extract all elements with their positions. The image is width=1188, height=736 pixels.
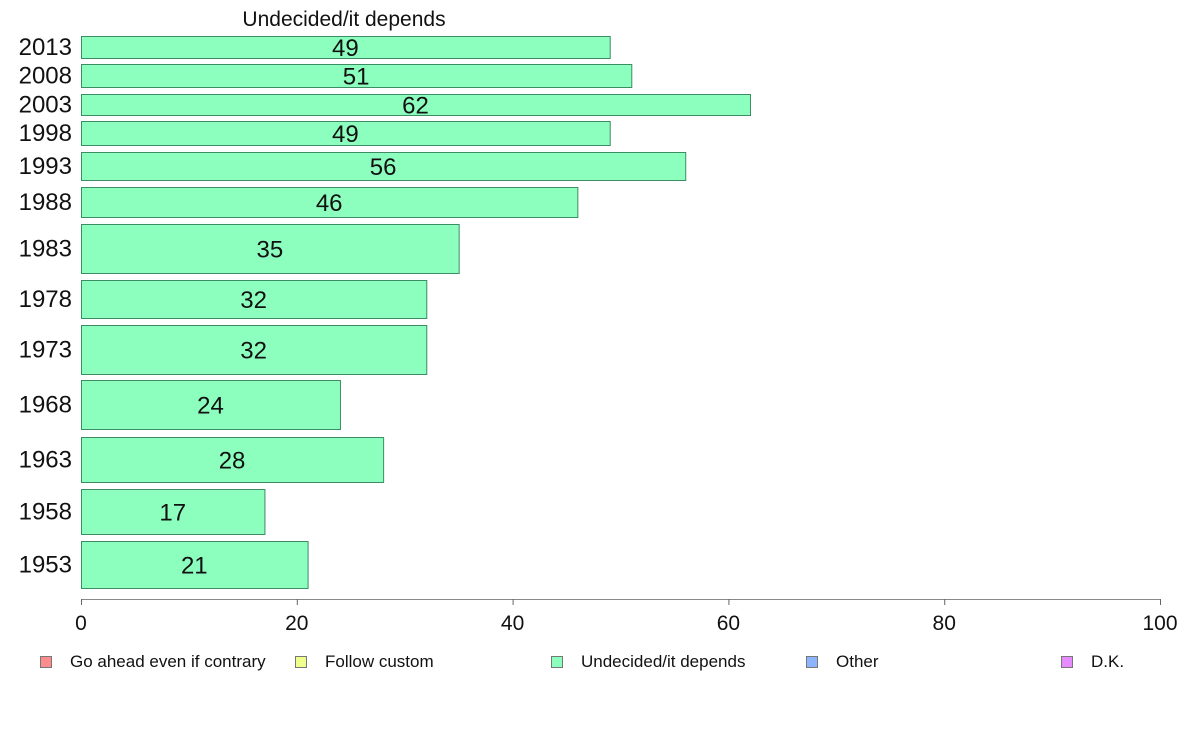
bar-2003 <box>81 94 751 116</box>
legend-swatch-dk <box>1061 656 1073 668</box>
data-label-1988: 46 <box>316 190 343 217</box>
category-label-2013: 2013 <box>19 34 72 61</box>
category-label-1998: 1998 <box>19 120 72 147</box>
bar-1953 <box>81 541 309 589</box>
data-label-1968: 24 <box>197 393 224 420</box>
x-tick-label-80: 80 <box>933 612 956 635</box>
legend-label-other: Other <box>836 652 879 671</box>
bar-2008 <box>81 64 633 88</box>
category-label-1988: 1988 <box>19 189 72 216</box>
category-label-1968: 1968 <box>19 392 72 419</box>
bar-1988 <box>81 187 579 218</box>
data-label-1953: 21 <box>181 553 208 580</box>
bar-1968 <box>81 380 341 430</box>
category-label-1993: 1993 <box>19 153 72 180</box>
legend-swatch-other <box>806 656 818 668</box>
legend-label-go-ahead: Go ahead even if contrary <box>70 652 266 671</box>
legend-item-follow-custom: Follow custom <box>295 652 434 672</box>
x-tick-label-60: 60 <box>717 612 740 635</box>
bars-layer: 2013 49 2008 51 2003 62 1998 49 1993 56 1988 46 1983… <box>19 34 751 589</box>
x-tick-label-20: 20 <box>285 612 308 635</box>
bar-1993 <box>81 152 687 181</box>
legend-swatch-follow-custom <box>295 656 307 668</box>
bar-2013 <box>81 36 611 59</box>
legend-swatch-go-ahead <box>40 656 52 668</box>
bar-1983 <box>81 224 460 274</box>
legend-label-dk: D.K. <box>1091 652 1125 671</box>
x-tick-label-0: 0 <box>75 612 87 635</box>
data-label-1963: 28 <box>219 448 246 475</box>
legend-label-undecided: Undecided/it depends <box>581 652 746 671</box>
category-label-2003: 2003 <box>19 92 72 119</box>
legend-item-undecided: Undecided/it depends <box>551 652 745 672</box>
bar-1963 <box>81 437 385 483</box>
data-label-1993: 56 <box>370 154 397 181</box>
legend-item-dk: D.K. <box>1061 652 1124 672</box>
bar-1973 <box>81 325 428 375</box>
legend-swatch-undecided <box>551 656 563 668</box>
data-label-1998: 49 <box>332 121 359 148</box>
legend: Go ahead even if contrary Follow custom … <box>0 652 1188 676</box>
bar-chart: Undecided/it depends 2013 49 2008 51 2003 62 1… <box>19 8 1178 635</box>
category-label-1973: 1973 <box>19 337 72 364</box>
chart-title: Undecided/it depends <box>242 8 445 31</box>
x-tick-label-100: 100 <box>1142 612 1177 635</box>
category-label-1953: 1953 <box>19 552 72 579</box>
category-label-1963: 1963 <box>19 447 72 474</box>
category-label-1958: 1958 <box>19 499 72 526</box>
x-tick-label-40: 40 <box>501 612 524 635</box>
legend-item-go-ahead: Go ahead even if contrary <box>40 652 266 672</box>
legend-label-follow-custom: Follow custom <box>325 652 434 671</box>
x-axis: 0 20 40 60 80 100 <box>75 599 1178 635</box>
legend-item-other: Other <box>806 652 879 672</box>
data-label-1958: 17 <box>159 500 186 527</box>
bar-1998 <box>81 121 611 146</box>
category-label-2008: 2008 <box>19 63 72 90</box>
data-label-1983: 35 <box>256 237 283 264</box>
category-label-1983: 1983 <box>19 236 72 263</box>
data-label-2008: 51 <box>343 64 370 91</box>
category-label-1978: 1978 <box>19 286 72 313</box>
data-label-1973: 32 <box>240 338 267 365</box>
data-label-1978: 32 <box>240 287 267 314</box>
data-label-2003: 62 <box>402 93 429 120</box>
bar-1958 <box>81 489 266 535</box>
bar-1978 <box>81 280 428 319</box>
data-label-2013: 49 <box>332 35 359 62</box>
